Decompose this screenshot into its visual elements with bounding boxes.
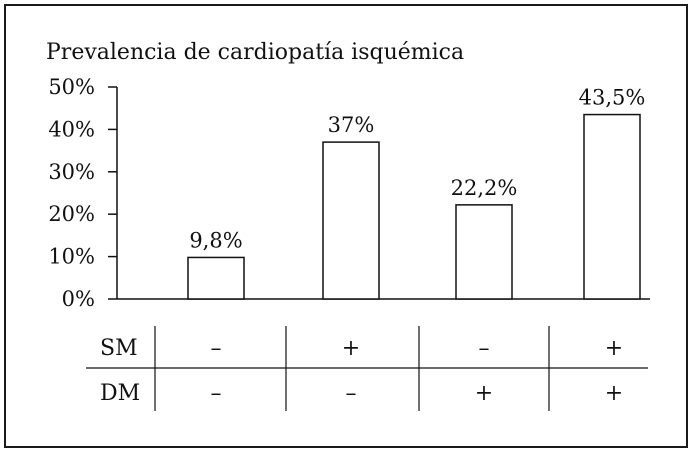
table-cell-sign: + <box>342 336 360 361</box>
table-cell-sign: + <box>605 381 623 406</box>
y-tick-label: 40% <box>48 117 95 141</box>
y-tick-label: 0% <box>62 287 95 311</box>
y-tick-label: 50% <box>48 75 95 99</box>
data-label: 9,8% <box>189 228 242 252</box>
data-label: 37% <box>328 113 375 137</box>
bars <box>187 113 641 300</box>
table-cell-sign: + <box>605 336 623 361</box>
table-row-label: DM <box>100 381 140 406</box>
bar <box>455 204 513 300</box>
table-cell-sign: – <box>479 336 490 361</box>
data-labels: 9,8% 37% 22,2% 43,5% <box>189 86 645 253</box>
table-cell-sign: – <box>211 381 222 406</box>
y-axis: 0% 10% 20% 30% 40% 50% <box>48 75 650 311</box>
table-cell-sign: – <box>346 381 357 406</box>
table-row-label: SM <box>100 336 138 361</box>
bar <box>187 256 245 300</box>
y-tick-label: 30% <box>48 160 95 184</box>
bar <box>583 113 641 300</box>
data-label: 43,5% <box>579 86 646 110</box>
bar <box>322 141 380 300</box>
condition-table: SM – + – + DM – – + + <box>86 326 648 411</box>
y-tick-label: 20% <box>48 202 95 226</box>
chart-title: Prevalencia de cardiopatía isquémica <box>46 40 464 65</box>
table-cell-sign: – <box>211 336 222 361</box>
table-cell-sign: + <box>475 381 493 406</box>
data-label: 22,2% <box>451 176 518 200</box>
y-tick-label: 10% <box>48 245 95 269</box>
